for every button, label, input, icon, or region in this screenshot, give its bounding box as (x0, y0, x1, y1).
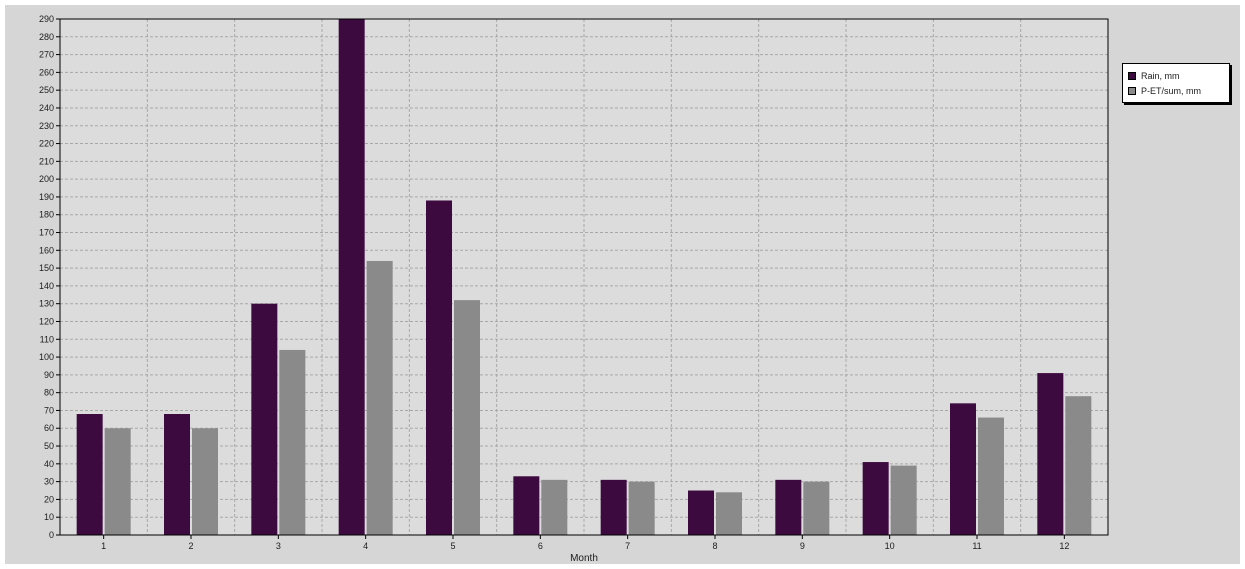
y-tick-label: 130 (39, 299, 54, 309)
y-tick-label: 40 (44, 459, 54, 469)
y-tick-label: 30 (44, 477, 54, 487)
y-tick-label: 70 (44, 405, 54, 415)
x-tick-label: 4 (363, 541, 368, 551)
chart-legend: Rain, mm P-ET/sum, mm (1122, 63, 1230, 103)
bar-rain (862, 462, 889, 535)
legend-item: P-ET/sum, mm (1128, 83, 1224, 98)
bar-pet (366, 260, 393, 535)
bar-rain (513, 476, 540, 535)
bar-rain (600, 479, 627, 535)
x-tick-label: 1 (101, 541, 106, 551)
bar-rain (950, 403, 976, 535)
y-tick-label: 170 (39, 228, 54, 238)
y-tick-label: 260 (39, 67, 54, 77)
x-tick-label: 3 (276, 541, 281, 551)
bar-rain (426, 200, 452, 535)
y-tick-label: 220 (39, 139, 54, 149)
x-tick-label: 11 (972, 541, 981, 551)
bar-pet (716, 492, 742, 535)
y-tick-label: 160 (39, 245, 54, 255)
y-tick-label: 270 (39, 50, 54, 60)
x-tick-label: 10 (885, 541, 895, 551)
bar-pet (978, 417, 1004, 535)
bar-rain (251, 303, 278, 535)
y-tick-label: 60 (44, 423, 54, 433)
y-tick-label: 210 (39, 156, 54, 166)
y-tick-label: 50 (44, 441, 54, 451)
x-tick-label: 2 (188, 541, 193, 551)
chart-canvas: 0102030405060708090100110120130140150160… (39, 14, 1109, 564)
x-tick-label: 7 (625, 541, 630, 551)
bar-pet (628, 481, 655, 535)
legend-label: P-ET/sum, mm (1141, 85, 1201, 96)
y-tick-label: 20 (44, 494, 54, 504)
bar-pet (541, 479, 568, 535)
bar-pet (192, 428, 218, 535)
x-tick-label: 6 (538, 541, 543, 551)
y-tick-label: 180 (39, 210, 54, 220)
y-tick-label: 230 (39, 121, 54, 131)
bar-pet (803, 481, 830, 535)
bar-pet (890, 465, 917, 535)
y-tick-label: 280 (39, 32, 54, 42)
x-axis-title: Month (570, 553, 598, 564)
legend-label: Rain, mm (1141, 70, 1180, 81)
legend-item: Rain, mm (1128, 68, 1224, 83)
y-tick-label: 150 (39, 263, 54, 273)
x-tick-label: 9 (800, 541, 805, 551)
y-tick-label: 200 (39, 174, 54, 184)
bar-rain (76, 414, 103, 535)
chart-frame: 0 10 20 30 40 50 60 70 80 90 100 110 120 130 140 150 160… (5, 5, 1240, 564)
bar-rain (338, 19, 365, 535)
y-tick-label: 100 (39, 352, 54, 362)
bar-pet (104, 428, 131, 535)
y-tick-label: 120 (39, 316, 54, 326)
bar-rain (164, 414, 190, 535)
legend-swatch (1128, 71, 1136, 80)
bar-pet (1065, 396, 1092, 535)
y-tick-label: 110 (40, 334, 54, 344)
y-tick-label: 190 (39, 192, 54, 202)
plot-border (59, 18, 1109, 536)
legend-swatch (1128, 86, 1136, 95)
y-tick-label: 0 (49, 530, 54, 540)
x-tick-label: 5 (450, 541, 455, 551)
y-tick-label: 80 (44, 388, 54, 398)
y-tick-label: 290 (39, 14, 54, 24)
bar-rain (688, 490, 714, 535)
y-tick-label: 90 (44, 370, 54, 380)
y-tick-label: 10 (44, 512, 54, 522)
x-tick-label: 12 (1059, 541, 1069, 551)
bar-rain (1037, 373, 1064, 535)
y-tick-label: 240 (39, 103, 54, 113)
bar-pet (454, 300, 480, 535)
y-tick-label: 140 (39, 281, 54, 291)
y-tick-label: 250 (39, 85, 54, 95)
bar-rain (775, 479, 802, 535)
x-tick-label: 8 (712, 541, 717, 551)
bar-pet (279, 349, 306, 535)
